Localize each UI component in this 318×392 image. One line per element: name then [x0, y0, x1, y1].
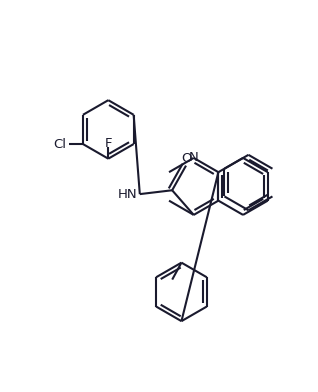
Text: N: N — [189, 151, 198, 164]
Text: Cl: Cl — [53, 138, 66, 151]
Text: F: F — [105, 137, 112, 150]
Text: HN: HN — [118, 188, 137, 201]
Text: O: O — [181, 152, 191, 165]
